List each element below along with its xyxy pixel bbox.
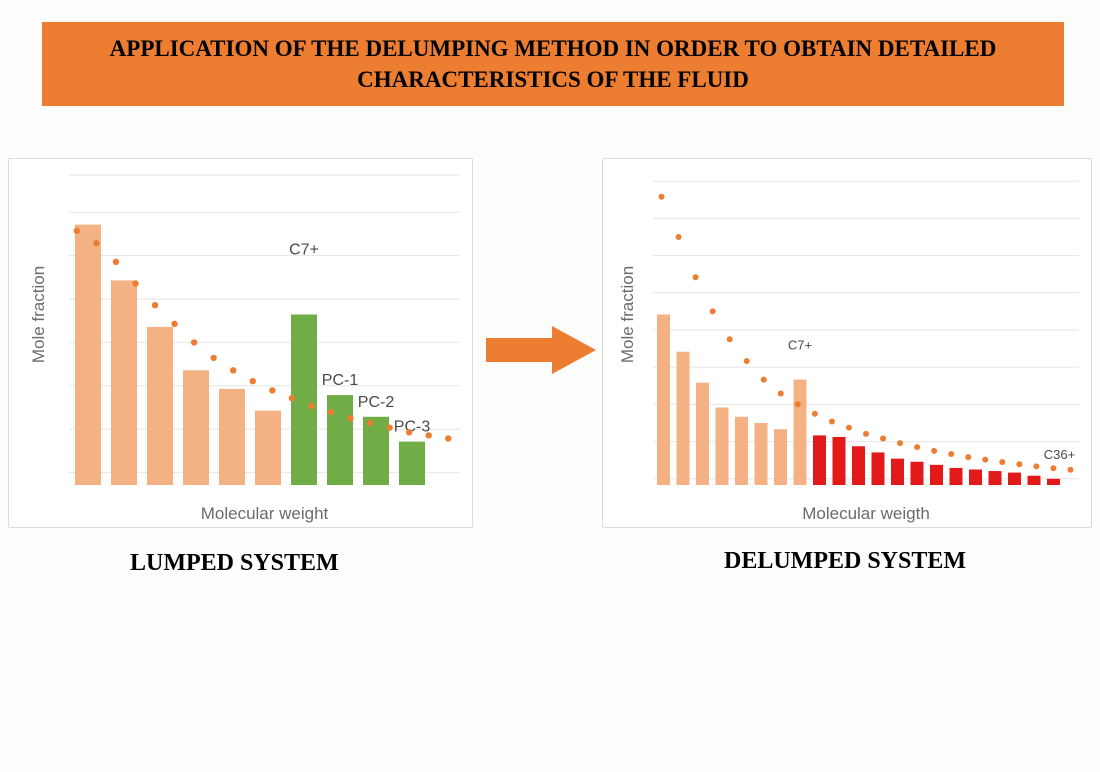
svg-text:Molecular weigth: Molecular weigth [802,504,930,523]
lumped-chart-card: C7+PC-1PC-2PC-3Molecular weightMole frac… [8,158,473,528]
delumped-chart-card: C7+ C36+ Molecular weigth Mole fraction [602,158,1092,528]
delumped-chart: C7+ C36+ Molecular weigth Mole fraction [603,159,1093,529]
svg-text:Molecular weight: Molecular weight [201,504,329,523]
svg-text:Mole fraction: Mole fraction [29,266,48,363]
title-text: APPLICATION OF THE DELUMPING METHOD IN O… [82,33,1024,95]
delumped-caption: DELUMPED SYSTEM [724,548,966,575]
svg-text:PC-2: PC-2 [358,394,395,411]
svg-text:Mole fraction: Mole fraction [618,266,637,363]
title-banner: APPLICATION OF THE DELUMPING METHOD IN O… [42,22,1064,106]
lumped-caption: LUMPED SYSTEM [130,550,339,577]
lumped-chart: C7+PC-1PC-2PC-3Molecular weightMole frac… [9,159,474,529]
svg-text:C7+: C7+ [788,338,812,353]
svg-text:PC-1: PC-1 [322,372,359,389]
svg-text:C36+: C36+ [1044,447,1075,462]
svg-text:C7+: C7+ [289,242,319,259]
arrow-right-icon [486,326,596,374]
